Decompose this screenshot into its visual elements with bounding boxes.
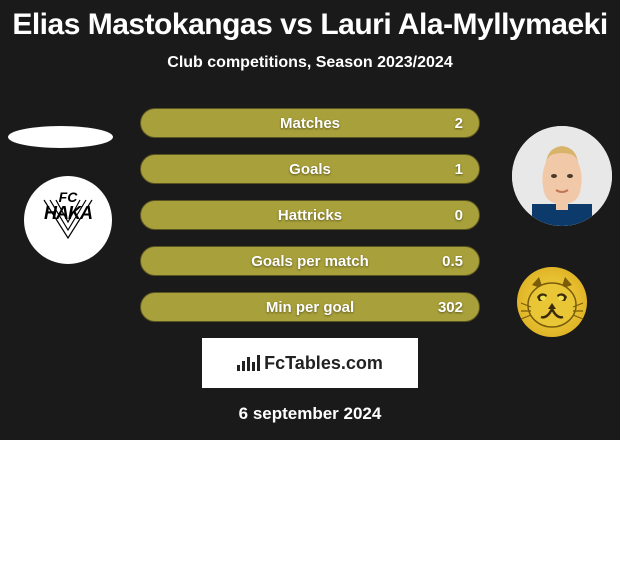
stat-label: Goals [141, 161, 479, 178]
comparison-card: Elias Mastokangas vs Lauri Ala-Myllymaek… [0, 0, 620, 440]
date-text: 6 september 2024 [0, 404, 620, 424]
stat-row-min-per-goal: Min per goal 302 [140, 292, 480, 322]
stat-label: Min per goal [141, 299, 479, 316]
stat-value: 2 [455, 115, 463, 132]
stats-list: Matches 2 Goals 1 Hattricks 0 Goals per … [0, 108, 620, 322]
brand-text: FcTables.com [264, 353, 383, 374]
bars-icon [237, 355, 260, 371]
stat-row-matches: Matches 2 [140, 108, 480, 138]
stat-label: Hattricks [141, 207, 479, 224]
stat-label: Matches [141, 115, 479, 132]
stat-row-goals-per-match: Goals per match 0.5 [140, 246, 480, 276]
page-title: Elias Mastokangas vs Lauri Ala-Myllymaek… [0, 0, 620, 42]
brand-box: FcTables.com [202, 338, 418, 388]
stat-value: 0.5 [442, 253, 463, 270]
subtitle: Club competitions, Season 2023/2024 [0, 54, 620, 72]
stat-label: Goals per match [141, 253, 479, 270]
stat-value: 0 [455, 207, 463, 224]
stat-value: 302 [438, 299, 463, 316]
stat-value: 1 [455, 161, 463, 178]
stat-row-hattricks: Hattricks 0 [140, 200, 480, 230]
stat-row-goals: Goals 1 [140, 154, 480, 184]
